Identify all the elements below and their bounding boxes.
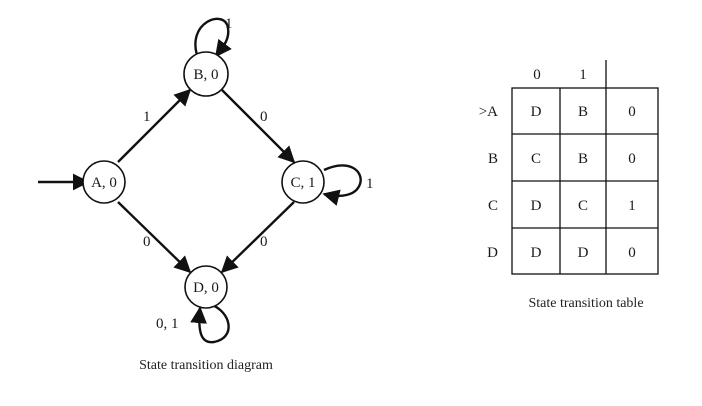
table-cell: D bbox=[531, 245, 542, 261]
table-cell: 0 bbox=[628, 151, 636, 167]
edge-d-loop-label: 0, 1 bbox=[156, 316, 179, 332]
table-cell: B bbox=[578, 151, 588, 167]
edge-c-loop-label: 1 bbox=[366, 176, 374, 192]
edge-b-loop bbox=[194, 17, 232, 59]
table-cell: B bbox=[578, 104, 588, 120]
diagram-caption: State transition diagram bbox=[139, 358, 273, 373]
node-c-label: C, 1 bbox=[290, 175, 315, 191]
row-state-label: C bbox=[488, 198, 498, 214]
edge-a-to-b-label: 1 bbox=[143, 109, 151, 125]
table-cell: D bbox=[531, 198, 542, 214]
header-input-1: 1 bbox=[579, 67, 587, 83]
node-d-label: D, 0 bbox=[193, 280, 219, 296]
node-d bbox=[184, 265, 228, 309]
table-cell: 0 bbox=[628, 104, 636, 120]
table-cell: C bbox=[531, 151, 541, 167]
table-cell: 0 bbox=[628, 245, 636, 261]
edge-d-loop bbox=[190, 302, 230, 344]
state-transition-table: 0 1 >A D B 0 B C B 0 C D C 1 D D D 0 Sta… bbox=[479, 60, 659, 311]
edge-a-to-d-label: 0 bbox=[143, 234, 151, 250]
node-a bbox=[82, 160, 126, 204]
table-cell: C bbox=[578, 198, 588, 214]
edge-b-to-c-label: 0 bbox=[260, 109, 268, 125]
edge-c-to-d-label: 0 bbox=[260, 234, 268, 250]
edge-c-to-d bbox=[220, 201, 295, 274]
table-cell: D bbox=[578, 245, 589, 261]
table-cell: 1 bbox=[628, 198, 636, 214]
row-state-label: D bbox=[487, 245, 498, 261]
header-input-0: 0 bbox=[533, 67, 541, 83]
node-c bbox=[281, 160, 325, 204]
edge-a-to-d bbox=[117, 201, 192, 274]
edge-a-to-b bbox=[117, 88, 192, 163]
row-state-label: >A bbox=[479, 104, 498, 120]
edge-b-to-c bbox=[221, 89, 296, 164]
table-caption: State transition table bbox=[528, 296, 643, 311]
node-b bbox=[183, 51, 229, 97]
edge-b-loop-label: 1 bbox=[225, 16, 233, 32]
table-cell: D bbox=[531, 104, 542, 120]
node-a-label: A, 0 bbox=[91, 175, 117, 191]
state-transition-diagram: 1 0 0 0 1 1 0, 1 B, 0 A, 0 C, 1 D, 0 Sta… bbox=[38, 16, 374, 373]
row-state-label: B bbox=[488, 151, 498, 167]
edge-c-loop bbox=[322, 164, 362, 206]
node-b-label: B, 0 bbox=[193, 67, 218, 83]
